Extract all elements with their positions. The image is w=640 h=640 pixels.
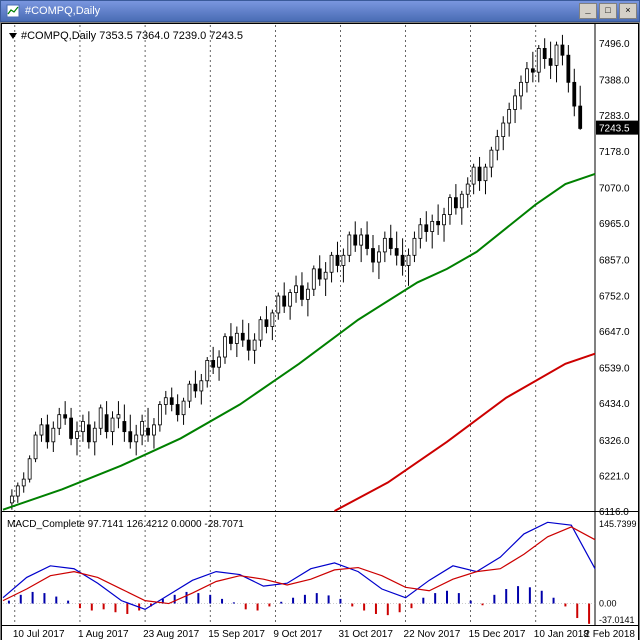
- chart-window: #COMPQ,Daily _ □ × 6116.0 6221.0 6326.0 643…: [0, 0, 640, 640]
- svg-text:23 Aug 2017: 23 Aug 2017: [143, 629, 200, 640]
- svg-text:9 Oct 2017: 9 Oct 2017: [273, 629, 322, 640]
- svg-text:6647.0: 6647.0: [599, 327, 630, 338]
- svg-text:6752.0: 6752.0: [599, 291, 630, 302]
- svg-text:6326.0: 6326.0: [599, 436, 630, 447]
- svg-text:7283.0: 7283.0: [599, 111, 630, 122]
- svg-text:7178.0: 7178.0: [599, 147, 630, 158]
- svg-text:6221.0: 6221.0: [599, 471, 630, 482]
- svg-text:10 Jan 2018: 10 Jan 2018: [534, 629, 589, 640]
- window-title: #COMPQ,Daily: [25, 5, 579, 17]
- svg-text:31 Oct 2017: 31 Oct 2017: [338, 629, 393, 640]
- svg-text:0.00: 0.00: [599, 599, 617, 609]
- svg-text:MACD_Complete 97.7141 126.4212: MACD_Complete 97.7141 126.4212 0.0000 -2…: [7, 519, 244, 530]
- close-button[interactable]: ×: [619, 3, 637, 19]
- svg-text:-37.0141: -37.0141: [599, 615, 635, 625]
- svg-text:1 Aug 2017: 1 Aug 2017: [78, 629, 129, 640]
- window-buttons: _ □ ×: [579, 3, 637, 19]
- svg-text:7070.0: 7070.0: [599, 183, 630, 194]
- svg-text:6434.0: 6434.0: [599, 399, 630, 410]
- window-icon: [5, 3, 21, 19]
- svg-text:15 Dec 2017: 15 Dec 2017: [469, 629, 526, 640]
- svg-text:2 Feb 2018: 2 Feb 2018: [584, 629, 635, 640]
- svg-text:6116.0: 6116.0: [599, 507, 629, 518]
- svg-text:7388.0: 7388.0: [599, 76, 630, 87]
- svg-text:15 Sep 2017: 15 Sep 2017: [208, 629, 265, 640]
- svg-text:10 Jul 2017: 10 Jul 2017: [13, 629, 65, 640]
- svg-text:6965.0: 6965.0: [599, 219, 630, 230]
- chart-canvas-container: 6116.0 6221.0 6326.0 6434.0 6539.0 6647.0 6752…: [0, 22, 640, 640]
- svg-text:7496.0: 7496.0: [599, 39, 630, 50]
- minimize-button[interactable]: _: [579, 3, 597, 19]
- window-titlebar[interactable]: #COMPQ,Daily _ □ ×: [0, 0, 640, 22]
- svg-text:6539.0: 6539.0: [599, 364, 630, 375]
- svg-text:7243.5: 7243.5: [599, 124, 630, 135]
- chart-svg[interactable]: 6116.0 6221.0 6326.0 6434.0 6539.0 6647.0 6752…: [1, 23, 639, 640]
- svg-text:#COMPQ,Daily 7353.5 7364.0 72: #COMPQ,Daily 7353.5 7364.0 7239.0 7243.5: [21, 30, 243, 42]
- svg-text:22 Nov 2017: 22 Nov 2017: [404, 629, 461, 640]
- svg-text:145.7399: 145.7399: [599, 519, 637, 529]
- svg-text:6857.0: 6857.0: [599, 256, 630, 267]
- maximize-button[interactable]: □: [599, 3, 617, 19]
